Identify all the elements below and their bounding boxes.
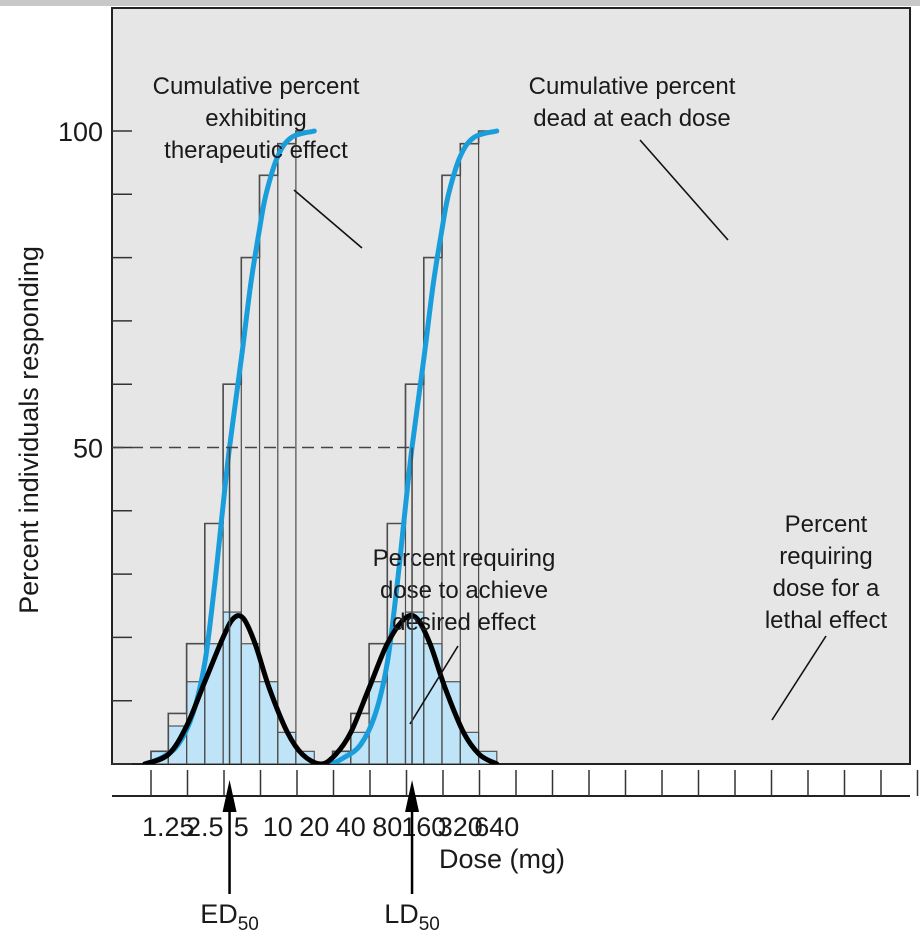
annotation-therapeutic-distribution: Percent requiring dose to achieve desired … <box>373 545 556 636</box>
x-tick-label: 640 <box>474 812 519 842</box>
y-tick-label: 100 <box>58 117 103 147</box>
top-border <box>0 0 920 6</box>
x-tick-label: 80 <box>372 812 402 842</box>
histogram-bar <box>277 731 297 764</box>
histogram-bars <box>150 611 498 764</box>
y-axis-title: Percent individuals responding <box>14 246 44 614</box>
annotation-lethal-cumulative-leader <box>639 139 729 241</box>
x-tick-label: 320 <box>438 812 483 842</box>
histogram-bar <box>386 643 407 764</box>
marker-arrowhead <box>405 780 420 812</box>
annotation-lethal-distribution: Percent requiring dose for a lethal effect <box>765 511 888 634</box>
marker-arrowhead <box>222 780 237 812</box>
plot-background <box>111 7 911 765</box>
annotation-therapeutic-distribution-leader <box>409 645 459 725</box>
x-tick-label: 20 <box>299 812 329 842</box>
lethal-cumulative-curve <box>329 128 500 764</box>
marker-label-ld50: LD50 <box>384 899 440 935</box>
x-axis-title: Dose (mg) <box>439 844 565 874</box>
histogram-bar <box>258 681 279 764</box>
x-tick-label: 40 <box>336 812 366 842</box>
histogram-bar <box>240 643 261 764</box>
annotation-lethal-distribution-leader <box>771 635 827 721</box>
x-tick-label: 1.25 <box>142 812 195 842</box>
annotations: Cumulative percent exhibiting therapeutic … <box>153 73 888 725</box>
y-tick-label: 50 <box>73 434 103 464</box>
annotation-therapeutic-cumulative: Cumulative percent exhibiting therapeutic … <box>153 73 360 164</box>
distribution-curve <box>142 612 500 764</box>
annotation-lethal-cumulative: Cumulative percent dead at each dose <box>529 73 736 132</box>
threshold-markers: ED50 LD50 <box>200 447 440 935</box>
x-tick-label: 2.5 <box>186 812 224 842</box>
histogram-bar <box>423 643 443 764</box>
x-tick-label: 10 <box>263 812 293 842</box>
x-tick-label: 5 <box>234 812 249 842</box>
annotation-therapeutic-cumulative-leader <box>293 189 363 249</box>
x-tick-label: 160 <box>401 812 446 842</box>
marker-label-ed50: ED50 <box>200 899 259 935</box>
